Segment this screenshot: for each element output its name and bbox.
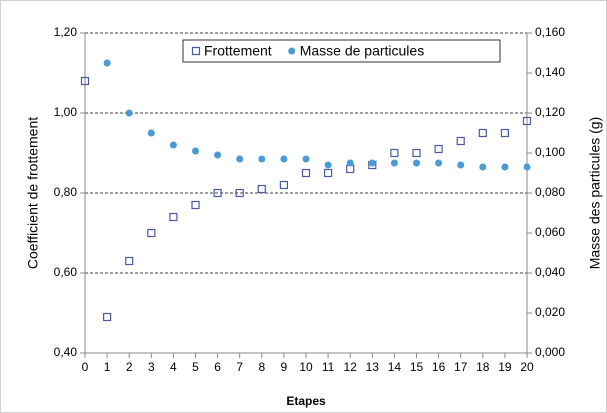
x-tick-label: 19 [498,360,512,374]
legend-box [182,39,501,63]
x-tick-label: 15 [410,360,424,374]
point [80,76,90,86]
point [213,188,222,198]
point [192,147,199,155]
x-tick-label: 16 [432,360,446,374]
x-tick-label: 9 [281,360,288,374]
point [214,151,222,159]
x-tick-label: 2 [126,360,133,374]
point [500,128,509,138]
y-tick-label: 0,40 [54,345,78,359]
point [147,129,155,137]
point [169,212,178,222]
x-tick-label: 18 [476,360,490,374]
point [125,109,133,117]
y-axis-label: Coefficient de frottement [25,117,41,269]
point [280,155,288,163]
point [302,155,310,163]
x-tick-label: 4 [170,360,177,374]
point [301,168,311,178]
y2-tick-label: 0,120 [535,105,565,119]
x-tick-label: 10 [299,360,313,374]
x-axis-label: Etapes [286,394,326,408]
point [413,159,420,167]
x-tick-label: 13 [366,360,380,374]
point [434,144,443,154]
point [390,159,398,167]
point [279,180,288,190]
point [523,163,531,171]
x-tick-label: 11 [322,360,335,374]
point [191,46,201,56]
point [390,148,399,158]
point [522,116,532,126]
x-tick-label: 8 [258,360,265,374]
y2-tick-label: 0,080 [535,185,565,199]
y-tick-label: 1,20 [54,25,78,39]
x-tick-label: 14 [388,360,402,374]
point [169,141,177,149]
x-tick-label: 20 [520,360,534,374]
point [368,159,376,167]
y2-tick-label: 0,140 [535,65,565,79]
point [478,128,487,138]
point [412,148,421,158]
point [191,200,200,210]
x-tick-label: 12 [344,360,358,374]
point [479,163,487,171]
y-tick-label: 0,60 [54,265,78,279]
x-tick-label: 1 [104,360,111,374]
point [456,136,465,146]
x-tick-label: 3 [148,360,155,374]
point [501,163,509,171]
point [125,256,134,266]
point [102,312,112,322]
x-tick-label: 6 [214,360,221,374]
y2-tick-label: 0,020 [535,305,565,319]
point [288,47,296,55]
legend-label: Frottement [204,43,272,59]
y2-tick-label: 0,160 [535,25,565,39]
x-tick-label: 0 [82,360,89,374]
point [435,159,443,167]
point [236,155,244,163]
point [147,228,156,238]
x-tick-label: 7 [236,360,243,374]
point [258,155,266,163]
point [346,159,354,167]
y2-tick-label: 0,100 [535,145,565,159]
point [235,188,244,198]
point [324,161,332,169]
y2-tick-label: 0,060 [535,225,565,239]
y2-tick-label: 0,040 [535,265,565,279]
point [257,184,266,194]
x-tick-label: 17 [454,360,468,374]
point [103,59,111,67]
point [457,161,465,169]
x-tick-label: 5 [192,360,199,374]
y-tick-label: 1,00 [54,105,78,119]
y2-tick-label: 0,000 [535,345,565,359]
y2-axis-label: Masse des particules (g) [587,117,603,270]
point [324,168,333,178]
y-tick-label: 0,80 [54,185,78,199]
legend-label: Masse de particules [300,43,425,59]
